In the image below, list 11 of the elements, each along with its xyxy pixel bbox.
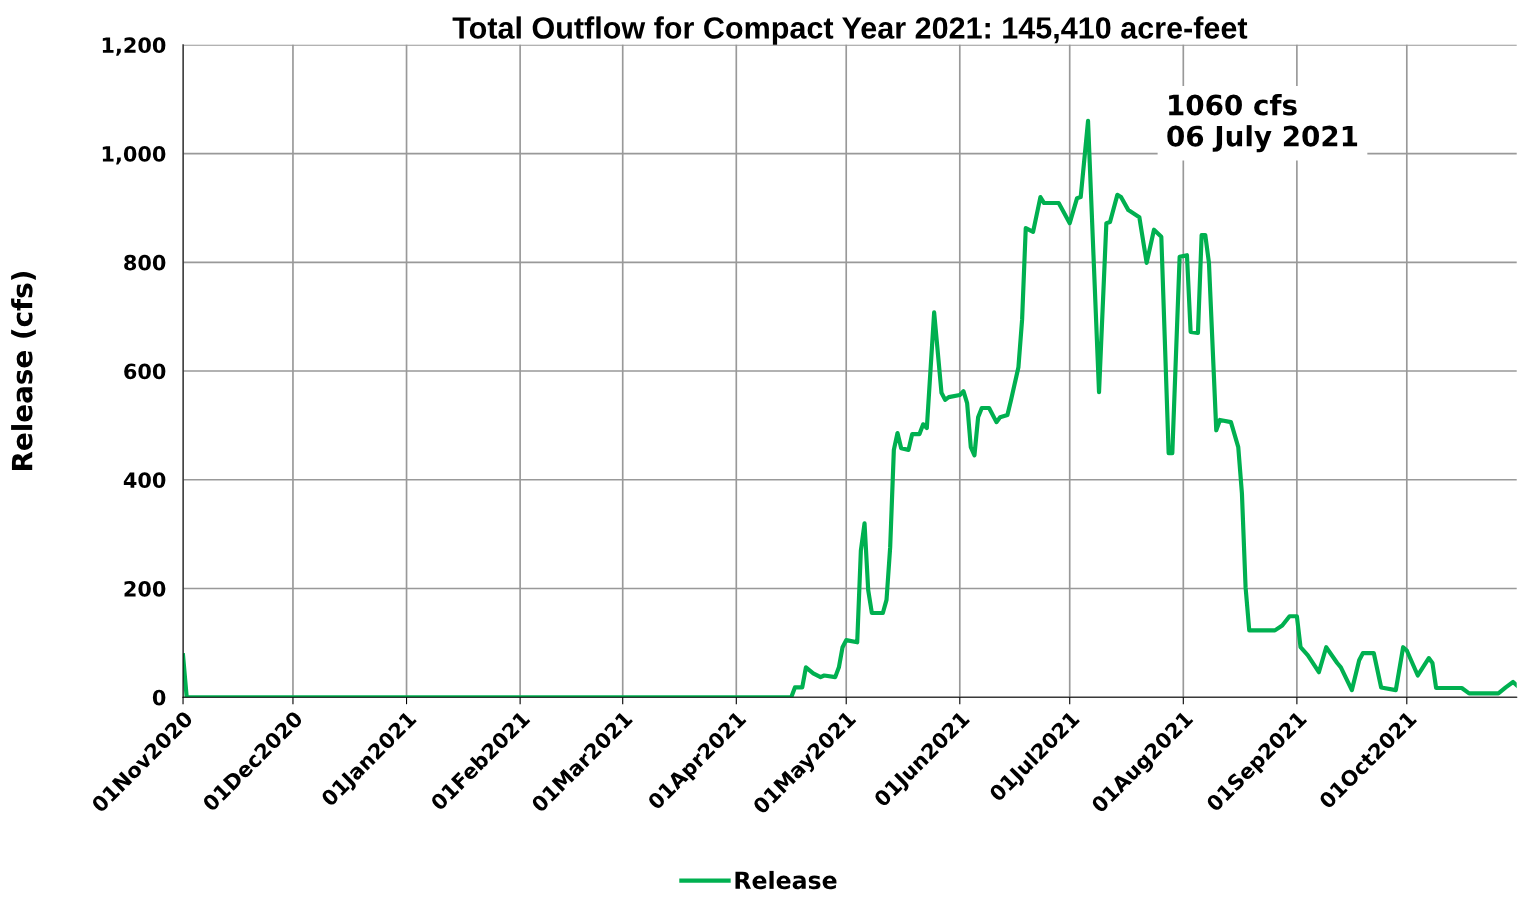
y-tick-label: 600: [124, 363, 166, 380]
legend-label: Release: [735, 870, 837, 890]
y-tick-label: 200: [124, 580, 166, 597]
chart-title: Total Outflow for Compact Year 2021: 145,410 acre-feet: [452, 16, 1248, 45]
y-tick-label: 400: [123, 472, 166, 488]
y-tick-label: 1,200: [102, 37, 166, 56]
y-tick-label: 0: [152, 689, 166, 706]
y-tick-label: 800: [124, 254, 166, 271]
y-tick-label: 1,000: [102, 146, 166, 165]
y-axis-title: Release (cfs): [11, 271, 36, 470]
annotation: 1060 cfs 06 July 2021: [1167, 94, 1358, 153]
